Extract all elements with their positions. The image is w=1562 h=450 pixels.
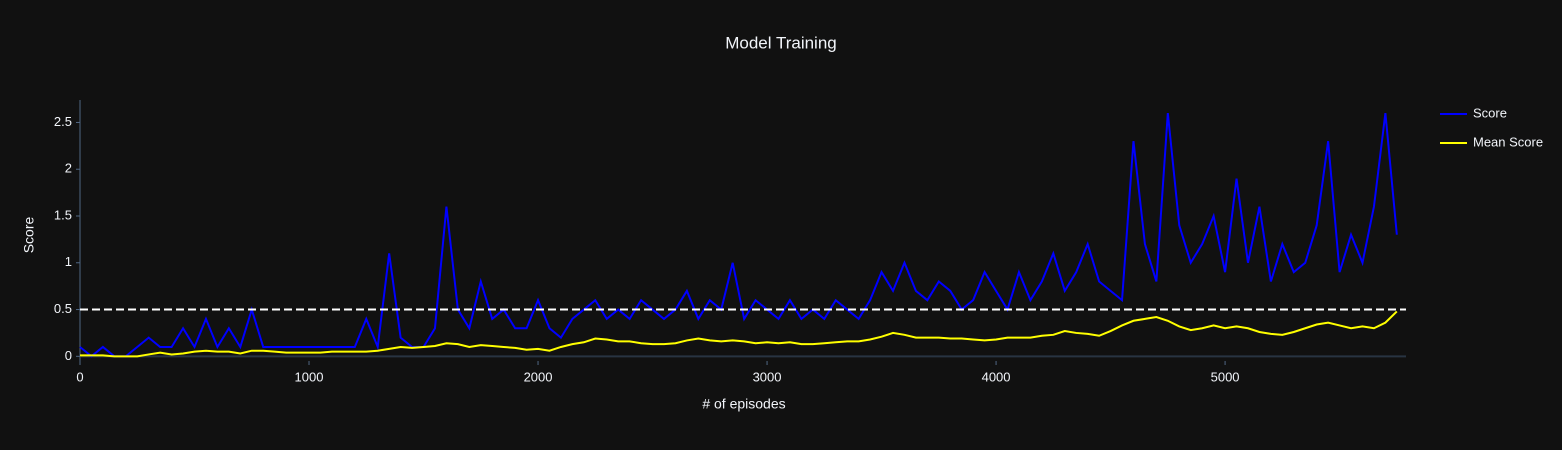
y-axis-label: Score [21,217,37,254]
y-tick-label: 0 [65,348,72,363]
x-axis-label: # of episodes [702,396,785,412]
x-tick-label: 5000 [1211,369,1240,384]
y-tick-label: 1.5 [54,207,72,222]
y-tick-label: 1 [65,254,72,269]
x-tick-label: 0 [76,369,83,384]
chart-title: Model Training [725,33,837,52]
legend-label: Mean Score [1473,134,1543,149]
x-tick-label: 3000 [753,369,782,384]
y-tick-label: 2 [65,161,72,176]
x-tick-label: 1000 [295,369,324,384]
series-line [80,310,1398,358]
x-tick-label: 4000 [982,369,1011,384]
legend-label: Score [1473,105,1507,120]
x-tick-label: 2000 [524,369,553,384]
y-tick-label: 2.5 [54,114,72,129]
series-line [79,112,1398,358]
y-tick-label: 0.5 [54,301,72,316]
